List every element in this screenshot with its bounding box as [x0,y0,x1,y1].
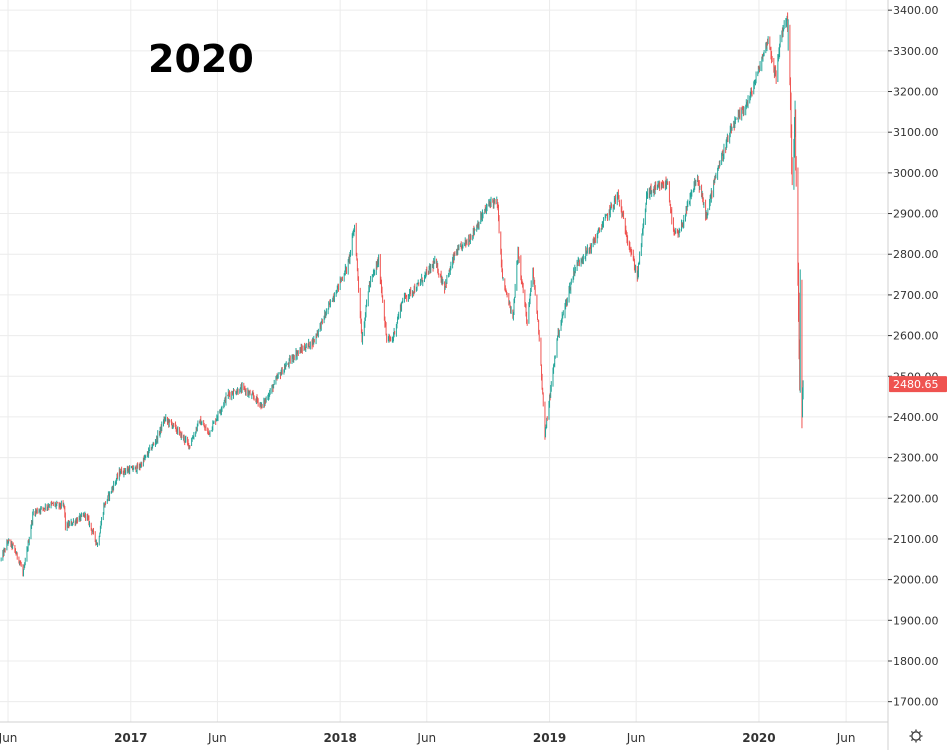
x-tick-label: 2017 [114,731,147,745]
settings-gear-icon[interactable] [909,729,923,743]
x-tick-label: 2019 [533,731,566,745]
price-axis[interactable]: 1700.00 1800.00 1900.00 2000.00 2100.00 2200.… [888,4,939,709]
y-tick-label: 1800.00 [893,655,939,668]
last-price-label: 2480.65 [893,378,939,391]
x-tick-label: Jun [207,731,227,745]
y-tick-label: 1700.00 [893,696,939,709]
x-tick-label: Jun [0,731,17,745]
last-price-tag: 2480.65 [889,376,947,393]
y-tick-label: 3300.00 [893,45,939,58]
time-axis[interactable]: Jun 2017 Jun 2018 Jun 2019 Jun 2020 Jun [0,731,855,745]
y-tick-label: 2000.00 [893,574,939,587]
x-tick-label: 2018 [323,731,356,745]
y-tick-label: 2300.00 [893,452,939,465]
y-tick-label: 3400.00 [893,4,939,17]
y-tick-label: 2800.00 [893,248,939,261]
y-tick-label: 3000.00 [893,167,939,180]
x-tick-label: Jun [836,731,856,745]
x-tick-label: Jun [416,731,436,745]
y-tick-label: 2200.00 [893,492,939,505]
y-tick-label: 2100.00 [893,533,939,546]
chart-title: 2020 [148,37,254,81]
y-tick-label: 2700.00 [893,289,939,302]
y-tick-label: 1900.00 [893,614,939,627]
grid [0,0,888,722]
y-tick-label: 2900.00 [893,208,939,221]
y-tick-label: 3200.00 [893,86,939,99]
y-tick-label: 3100.00 [893,126,939,139]
y-tick-label: 2400.00 [893,411,939,424]
x-tick-label: 2020 [742,731,775,745]
x-tick-label: Jun [626,731,646,745]
candles [0,12,804,577]
y-tick-label: 2600.00 [893,330,939,343]
last-price-tag-background [889,376,947,393]
